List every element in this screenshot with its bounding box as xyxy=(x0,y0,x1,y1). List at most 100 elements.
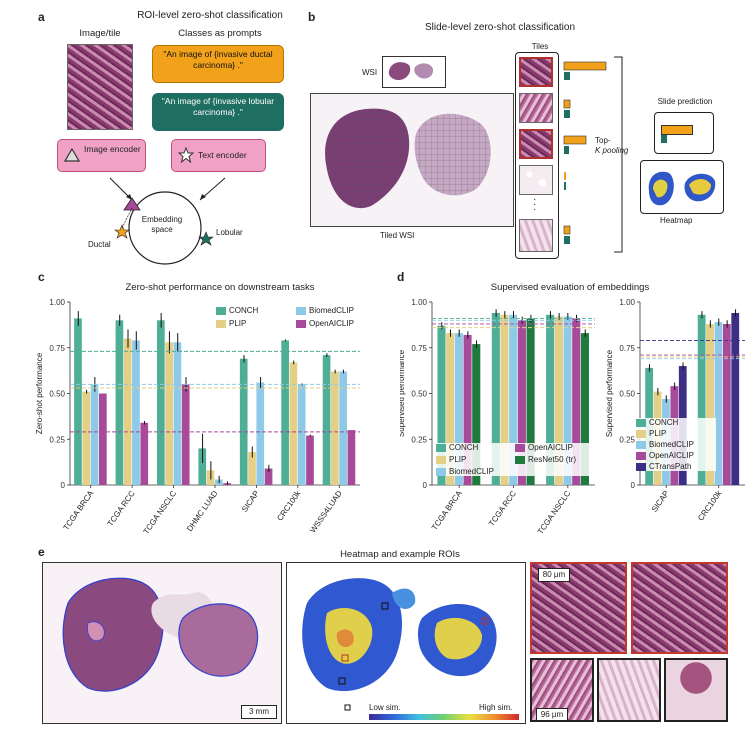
legend-plip: PLIP xyxy=(216,319,296,328)
tiled-wsi-image xyxy=(310,93,514,227)
x-tick-label: TCGA NSCLC xyxy=(536,489,573,536)
bar xyxy=(697,314,706,485)
x-tick-label: SICAP xyxy=(240,489,261,514)
heatmap-thumbnail xyxy=(640,160,724,214)
legend-d1-resnet: ResNet50 (tr) xyxy=(515,455,594,464)
similarity-heatmap-image: Low sim. High sim. xyxy=(286,562,526,724)
bar xyxy=(714,322,723,485)
panel-e-title: Heatmap and example ROIs xyxy=(340,549,460,560)
low-sim-label: Low sim. xyxy=(369,703,401,712)
prompt-lobular: "An image of {invasive lobular carcinoma… xyxy=(152,93,284,131)
roi-low-sim-3 xyxy=(664,658,728,722)
bar xyxy=(90,384,99,485)
panel-a-title: ROI-level zero-shot classification xyxy=(137,10,283,21)
legend-c: CONCH BiomedCLIP PLIP OpenAICLIP xyxy=(216,306,376,328)
roi-low-sim-1: 96 μm xyxy=(530,658,594,722)
bar xyxy=(165,342,173,485)
x-tick-label: TCGA BRCA xyxy=(430,488,464,532)
heatmap-label: Heatmap xyxy=(660,216,693,225)
bar xyxy=(731,312,740,485)
roi-high-sim-2 xyxy=(631,562,728,654)
y-tick-label: 1.00 xyxy=(49,298,65,307)
bar xyxy=(198,448,207,485)
roi-low-sim-2 xyxy=(597,658,661,722)
bar xyxy=(132,340,140,485)
x-tick-label: CRC100k xyxy=(696,488,724,522)
prompt-ductal: "An image of {invasive ductal carcinoma}… xyxy=(152,45,284,83)
bar xyxy=(264,468,273,485)
supervised-chart-left: 0 0.25 0.50 0.75 1.00 Supervised performance T… xyxy=(400,298,595,536)
text-encoder: Text encoder xyxy=(171,139,266,172)
scale-bar-96um: 96 μm xyxy=(536,708,568,721)
y-tick-label: 0.25 xyxy=(619,435,635,444)
star-icon xyxy=(178,147,194,163)
y-tick-label: 0.25 xyxy=(411,435,427,444)
bar xyxy=(546,314,555,485)
image-tile-label: Image/tile xyxy=(79,28,121,39)
triangle-marker xyxy=(123,197,141,211)
lobular-star xyxy=(198,231,214,246)
tile-4 xyxy=(519,165,553,195)
ellipsis-icon: · · · xyxy=(533,194,537,215)
scale-bar-80um: 80 μm xyxy=(538,568,570,582)
scale-bar-3mm: 3 mm xyxy=(241,705,277,719)
slide-prediction-box xyxy=(654,112,714,154)
ductal-label: Ductal xyxy=(88,240,111,249)
legend-d2-biomedclip: BiomedCLIP xyxy=(636,440,716,449)
bar xyxy=(347,430,356,485)
y-tick-label: 0.25 xyxy=(49,435,65,444)
bar xyxy=(256,382,265,485)
pred-lobular-bar xyxy=(661,135,667,143)
ductal-star xyxy=(114,224,130,239)
x-tick-label: DHMC LUAD xyxy=(185,489,220,533)
legend-conch: CONCH xyxy=(216,306,296,315)
topk-pooling-label: Top- K pooling xyxy=(595,136,635,156)
tile-2 xyxy=(519,93,553,123)
roi-image-tile xyxy=(67,44,133,130)
y-tick-label: 0.75 xyxy=(619,344,635,353)
legend-d1-plip: PLIP xyxy=(436,455,515,464)
triangle-icon xyxy=(64,147,80,162)
y-tick-label: 0 xyxy=(631,481,636,490)
lobular-label: Lobular xyxy=(216,228,243,237)
legend-d1: CONCH OpenAICLIP PLIP ResNet50 (tr) Biom… xyxy=(436,443,594,476)
bar xyxy=(289,362,298,485)
bar xyxy=(239,358,248,485)
bar xyxy=(331,371,339,485)
y-axis-label: Zero-shot performance xyxy=(35,352,44,434)
wsi-roi-outline-image: 3 mm xyxy=(42,562,282,724)
bar xyxy=(157,320,165,485)
bar xyxy=(526,318,535,485)
x-tick-label: TCGA NSCLC xyxy=(142,489,179,536)
x-tick-label: WSSS4LUAD xyxy=(308,489,344,535)
tile-3 xyxy=(519,129,553,159)
text-encoder-label: Text encoder xyxy=(198,150,247,160)
x-tick-label: TCGA RCC xyxy=(106,489,137,528)
panel-e-label: e xyxy=(38,545,45,559)
bar xyxy=(181,384,190,485)
pred-ductal-bar xyxy=(661,125,693,135)
bar xyxy=(339,371,347,485)
wsi-thumbnail xyxy=(382,56,446,88)
legend-openaiclip: OpenAICLIP xyxy=(296,319,376,328)
panel-a-label: a xyxy=(38,10,45,24)
high-sim-label: High sim. xyxy=(479,703,513,712)
bar xyxy=(563,316,572,485)
bar xyxy=(572,318,581,485)
legend-d2-openaiclip: OpenAICLIP xyxy=(636,451,716,460)
bar xyxy=(463,334,472,485)
bar xyxy=(437,325,446,485)
bar xyxy=(306,435,314,485)
zero-shot-chart: 0 0.25 0.50 0.75 1.00 Zero-shot performance TC… xyxy=(35,298,360,536)
bar xyxy=(509,314,518,485)
tile-1 xyxy=(519,57,553,87)
tiles-label: Tiles xyxy=(531,42,549,51)
bar xyxy=(500,314,509,485)
bar xyxy=(115,320,124,485)
topk-label-1: Top- xyxy=(595,136,611,145)
x-tick-label: TCGA BRCA xyxy=(61,488,95,532)
bar xyxy=(99,393,107,485)
bar xyxy=(454,333,463,485)
embedding-space-diagram xyxy=(109,177,226,265)
roi-high-sim-1: 80 μm xyxy=(530,562,627,654)
